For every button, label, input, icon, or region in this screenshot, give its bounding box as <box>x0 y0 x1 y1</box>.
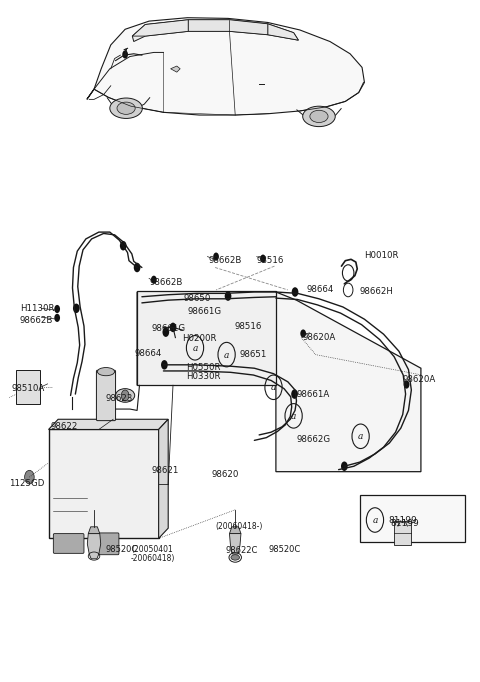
Ellipse shape <box>117 102 135 115</box>
Bar <box>16 370 40 404</box>
Text: 1125GD: 1125GD <box>9 479 45 488</box>
Circle shape <box>169 323 176 332</box>
Text: 98621: 98621 <box>152 466 180 475</box>
Bar <box>137 291 276 385</box>
Text: 98520C: 98520C <box>105 546 137 554</box>
Polygon shape <box>268 24 299 40</box>
Circle shape <box>54 305 60 313</box>
Text: a: a <box>358 432 363 441</box>
Circle shape <box>213 252 219 261</box>
FancyBboxPatch shape <box>53 533 84 553</box>
Circle shape <box>225 291 231 301</box>
Ellipse shape <box>110 98 143 119</box>
Polygon shape <box>87 18 364 115</box>
Ellipse shape <box>116 389 135 402</box>
Text: 98620A: 98620A <box>302 333 336 342</box>
Text: H0550R: H0550R <box>186 363 221 372</box>
Circle shape <box>404 381 409 389</box>
Circle shape <box>73 303 80 313</box>
Circle shape <box>120 241 127 250</box>
Text: a: a <box>291 412 296 421</box>
Text: 98622C: 98622C <box>226 546 258 555</box>
Polygon shape <box>132 20 188 36</box>
Text: 98622: 98622 <box>51 421 78 430</box>
Text: a: a <box>192 344 198 353</box>
Text: (20060418-): (20060418-) <box>215 522 263 531</box>
Text: 98662H: 98662H <box>360 287 394 296</box>
Polygon shape <box>158 419 168 538</box>
Text: 98520C: 98520C <box>269 546 301 554</box>
Polygon shape <box>87 533 101 559</box>
Text: 98664: 98664 <box>135 349 162 358</box>
Text: 98620A: 98620A <box>403 374 436 383</box>
Text: H1130R: H1130R <box>20 303 54 313</box>
Text: 98661A: 98661A <box>297 389 330 398</box>
Text: 98662G: 98662G <box>297 434 331 443</box>
Circle shape <box>300 329 306 338</box>
Text: a: a <box>224 351 229 360</box>
Circle shape <box>161 360 168 370</box>
Polygon shape <box>229 527 241 533</box>
Ellipse shape <box>231 554 240 560</box>
Text: 98650: 98650 <box>183 294 211 303</box>
Text: 98661G: 98661G <box>152 324 186 333</box>
Ellipse shape <box>303 106 335 127</box>
Circle shape <box>341 462 348 471</box>
Circle shape <box>291 389 298 399</box>
Text: a: a <box>271 383 276 392</box>
Polygon shape <box>48 419 168 430</box>
Text: H0330R: H0330R <box>186 372 221 381</box>
Polygon shape <box>137 292 421 472</box>
Text: 98661G: 98661G <box>187 306 221 316</box>
FancyBboxPatch shape <box>394 520 411 545</box>
Text: (20050401: (20050401 <box>131 546 173 554</box>
Text: H0200R: H0200R <box>182 333 217 343</box>
Circle shape <box>260 254 266 263</box>
Text: a: a <box>372 516 378 525</box>
Bar <box>48 430 158 538</box>
Circle shape <box>54 314 60 322</box>
Text: 98662B: 98662B <box>20 316 53 325</box>
Text: 98620: 98620 <box>211 470 239 479</box>
Text: 81199: 81199 <box>388 516 417 524</box>
Text: 98510A: 98510A <box>11 384 45 393</box>
Circle shape <box>162 327 169 337</box>
Circle shape <box>121 390 129 401</box>
Bar <box>360 496 465 542</box>
Circle shape <box>24 471 34 484</box>
FancyBboxPatch shape <box>96 370 116 421</box>
Text: 98664: 98664 <box>306 286 334 295</box>
Polygon shape <box>188 20 268 35</box>
Polygon shape <box>170 66 180 72</box>
Circle shape <box>134 263 141 272</box>
Text: 98662B: 98662B <box>149 278 182 287</box>
Text: 98623: 98623 <box>105 394 132 403</box>
Polygon shape <box>132 20 299 42</box>
Text: -20060418): -20060418) <box>131 554 175 563</box>
Text: 98516: 98516 <box>257 256 284 265</box>
Circle shape <box>122 50 128 59</box>
Polygon shape <box>88 527 100 533</box>
Text: 98662B: 98662B <box>209 256 242 265</box>
Text: 81199: 81199 <box>391 519 420 528</box>
Circle shape <box>292 287 299 297</box>
Text: 98516: 98516 <box>234 321 262 331</box>
Circle shape <box>151 276 157 284</box>
Ellipse shape <box>310 110 328 123</box>
Text: H0010R: H0010R <box>364 252 399 261</box>
FancyBboxPatch shape <box>91 533 119 554</box>
Polygon shape <box>229 533 241 554</box>
Ellipse shape <box>97 368 115 376</box>
Text: 98651: 98651 <box>239 350 266 359</box>
